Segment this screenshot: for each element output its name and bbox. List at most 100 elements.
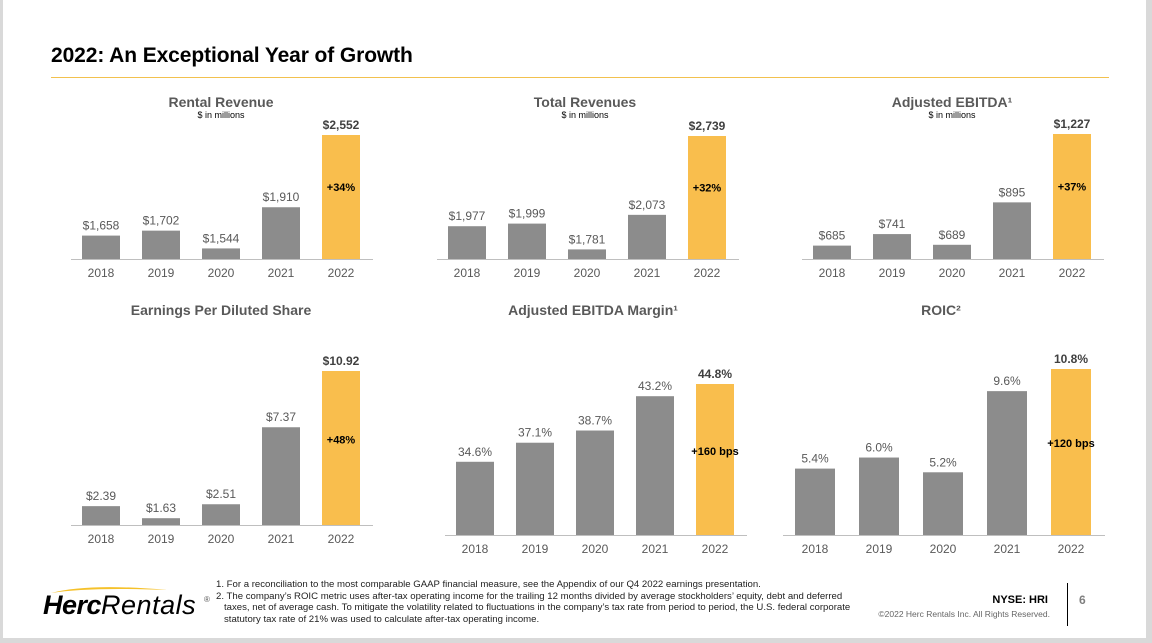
bar bbox=[987, 391, 1027, 535]
x-tick-label: 2020 bbox=[208, 266, 235, 280]
chart-svg: $685 2018 $741 2019 $689 2020 $895 2021 $1,227 20… bbox=[802, 117, 1104, 280]
bar bbox=[516, 442, 554, 535]
footer-divider bbox=[1067, 583, 1068, 626]
chart-subtitle: $ in millions bbox=[928, 110, 976, 120]
data-label: $2.39 bbox=[86, 489, 116, 503]
footnote-2: 2. The company’s ROIC metric uses after-… bbox=[216, 590, 851, 625]
data-label: $1,977 bbox=[449, 209, 486, 223]
chart-subtitle: $ in millions bbox=[197, 110, 245, 120]
x-tick-label: 2020 bbox=[939, 266, 966, 280]
bar bbox=[859, 457, 899, 535]
bar-highlight bbox=[688, 136, 726, 259]
data-label: $2,552 bbox=[323, 118, 360, 132]
page-number: 6 bbox=[1079, 593, 1086, 607]
x-tick-label: 2021 bbox=[268, 532, 295, 546]
x-tick-label: 2019 bbox=[148, 266, 175, 280]
data-label: $1,910 bbox=[263, 190, 300, 204]
x-tick-label: 2019 bbox=[514, 266, 541, 280]
logo-herc: Herc bbox=[43, 590, 102, 620]
data-label: 9.6% bbox=[993, 374, 1021, 388]
bar bbox=[448, 226, 486, 259]
data-label: $895 bbox=[999, 185, 1026, 199]
bar bbox=[576, 430, 614, 535]
logo-rentals: Rentals bbox=[101, 590, 197, 620]
data-label: $10.92 bbox=[323, 354, 360, 368]
logo-text: HercRentals bbox=[43, 590, 196, 621]
bar bbox=[202, 504, 240, 525]
growth-label: +48% bbox=[327, 434, 356, 446]
chart-title: Rental Revenue bbox=[168, 94, 274, 110]
bar bbox=[82, 235, 120, 259]
x-tick-label: 2020 bbox=[582, 542, 609, 556]
bar bbox=[795, 468, 835, 535]
x-tick-label: 2019 bbox=[879, 266, 906, 280]
slide-title: 2022: An Exceptional Year of Growth bbox=[51, 44, 413, 67]
data-label: 43.2% bbox=[638, 379, 672, 393]
ticker-symbol: NYSE: HRI bbox=[992, 594, 1048, 606]
data-label: 5.4% bbox=[801, 452, 829, 466]
chart-svg: 34.6% 2018 37.1% 2019 38.7% 2020 43.2% 2021 44.8… bbox=[445, 367, 747, 556]
bar-highlight bbox=[1053, 134, 1091, 259]
bar bbox=[142, 230, 180, 259]
x-tick-label: 2018 bbox=[88, 532, 115, 546]
chart-subtitle: $ in millions bbox=[561, 110, 609, 120]
bar bbox=[142, 518, 180, 525]
title-underline bbox=[51, 77, 1109, 78]
data-label: $1,702 bbox=[143, 214, 180, 228]
x-tick-label: 2020 bbox=[574, 266, 601, 280]
chart-title: Earnings Per Diluted Share bbox=[130, 302, 312, 318]
x-tick-label: 2022 bbox=[1059, 266, 1086, 280]
registered-mark: ® bbox=[204, 595, 210, 604]
bar-highlight bbox=[1051, 369, 1091, 535]
logo-swoosh-icon bbox=[51, 587, 167, 593]
x-tick-label: 2018 bbox=[454, 266, 481, 280]
x-tick-label: 2019 bbox=[148, 532, 175, 546]
x-tick-label: 2021 bbox=[634, 266, 661, 280]
data-label: 34.6% bbox=[458, 445, 492, 459]
bar bbox=[262, 427, 300, 525]
bar-highlight bbox=[322, 371, 360, 525]
chart-title: Adjusted EBITDA Margin¹ bbox=[508, 302, 678, 318]
bar bbox=[202, 248, 240, 259]
chart-ebitda-margin: Adjusted EBITDA Margin¹ 34.6% 2018 37.1% 20… bbox=[443, 302, 747, 557]
x-tick-label: 2020 bbox=[930, 542, 957, 556]
x-tick-label: 2022 bbox=[328, 266, 355, 280]
copyright: ©2022 Herc Rentals Inc. All Rights Reser… bbox=[878, 609, 1050, 619]
data-label: 44.8% bbox=[698, 367, 732, 381]
bar bbox=[82, 506, 120, 525]
herc-rentals-logo: HercRentals ® bbox=[41, 585, 221, 625]
bar bbox=[993, 202, 1031, 259]
chart-title: ROIC² bbox=[921, 302, 961, 318]
data-label: $2,739 bbox=[689, 119, 726, 133]
data-label: $741 bbox=[879, 217, 906, 231]
data-label: 38.7% bbox=[578, 414, 612, 428]
x-tick-label: 2018 bbox=[462, 542, 489, 556]
bar bbox=[568, 249, 606, 259]
bar-highlight bbox=[696, 384, 734, 535]
bar bbox=[873, 234, 911, 259]
x-tick-label: 2019 bbox=[522, 542, 549, 556]
chart-eps: Earnings Per Diluted Share $2.39 2018 $1.6… bbox=[71, 302, 373, 557]
chart-svg: $1,658 2018 $1,702 2019 $1,544 2020 $1,910 2021… bbox=[71, 118, 373, 280]
chart-rental-revenue: Rental Revenue $ in millions $1,658 2018 $… bbox=[71, 94, 373, 294]
growth-label: +37% bbox=[1058, 181, 1087, 193]
data-label: 10.8% bbox=[1054, 352, 1088, 366]
data-label: $689 bbox=[939, 228, 966, 242]
bar-highlight bbox=[322, 135, 360, 259]
data-label: $1,781 bbox=[569, 232, 606, 246]
x-tick-label: 2020 bbox=[208, 532, 235, 546]
slide: 2022: An Exceptional Year of Growth Rent… bbox=[3, 0, 1146, 638]
data-label: $2,073 bbox=[629, 198, 666, 212]
data-label: $1,999 bbox=[509, 207, 546, 221]
chart-total-revenues: Total Revenues $ in millions $1,977 2018 $… bbox=[435, 94, 739, 294]
footnotes: 1. For a reconciliation to the most comp… bbox=[216, 579, 856, 625]
data-label: 6.0% bbox=[865, 441, 893, 455]
x-tick-label: 2018 bbox=[88, 266, 115, 280]
chart-svg: $2.39 2018 $1.63 2019 $2.51 2020 $7.37 2021 $10.… bbox=[71, 354, 373, 546]
bar bbox=[456, 461, 494, 535]
growth-label: +34% bbox=[327, 182, 356, 194]
x-tick-label: 2019 bbox=[866, 542, 893, 556]
x-tick-label: 2022 bbox=[328, 532, 355, 546]
bar bbox=[262, 207, 300, 259]
bar bbox=[923, 472, 963, 535]
